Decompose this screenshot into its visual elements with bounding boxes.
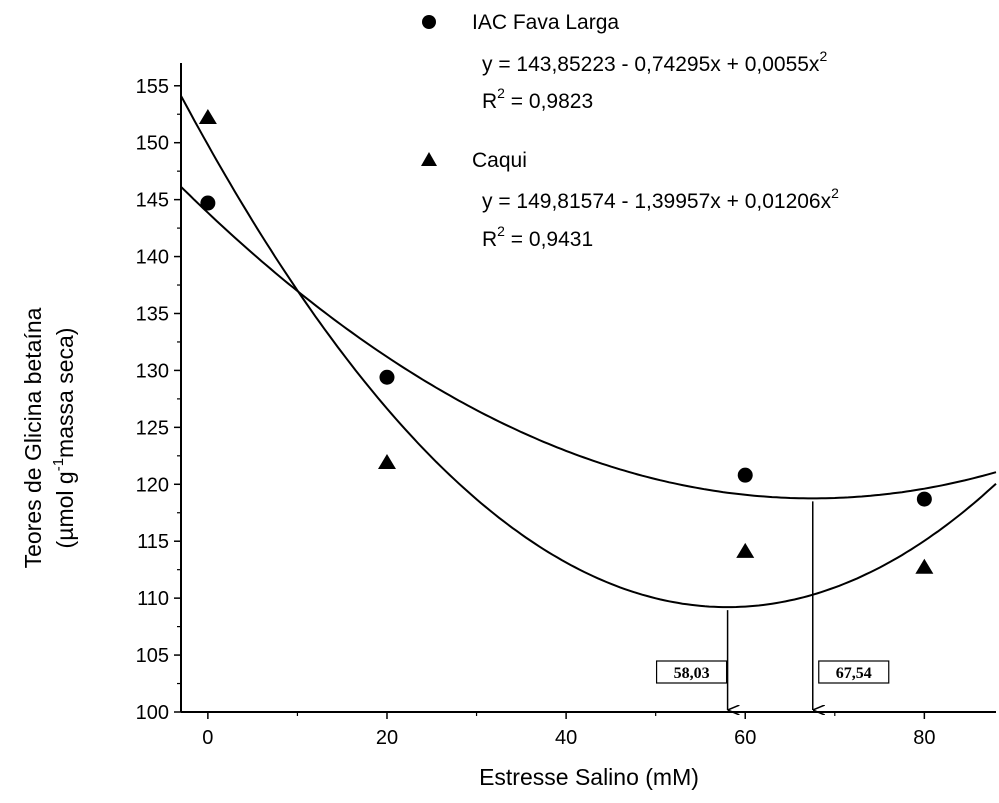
annotation-box xyxy=(818,660,890,684)
axes xyxy=(180,63,996,713)
legend-marker-circle xyxy=(422,15,436,29)
fit-curve-series-1 xyxy=(180,186,997,500)
legend-label-series-1: IAC Fava Larga xyxy=(472,11,619,34)
data-point-series-2 xyxy=(198,109,217,125)
x-tick-label: 40 xyxy=(555,727,577,749)
y-tick-label: 105 xyxy=(136,645,169,667)
y-axis-title: Teores de Glicina betaína (µmol g-1massa… xyxy=(20,307,78,568)
y-tick-label: 140 xyxy=(136,247,169,269)
x-tick-label: 60 xyxy=(734,727,756,749)
x-tick-label: 0 xyxy=(202,727,213,749)
legend-label-series-2: Caqui xyxy=(472,149,527,172)
equation-series-2: y = 149,81574 - 1,39957x + 0,01206x2 xyxy=(482,185,839,213)
y-tick-label: 150 xyxy=(136,133,169,155)
equation-series-1: y = 143,85223 - 0,74295x + 0,0055x2 xyxy=(482,48,827,76)
y-tick-label: 125 xyxy=(136,417,169,439)
data-point-series-1 xyxy=(200,195,216,211)
legend: IAC Fava Larga y = 143,85223 - 0,74295x … xyxy=(421,11,839,251)
y-tick-label: 115 xyxy=(137,531,169,553)
y-tick-label: 110 xyxy=(137,588,169,610)
data-point-series-2 xyxy=(377,454,396,470)
data-point-series-1 xyxy=(737,467,753,483)
annotation-label: 67,54 xyxy=(836,665,872,682)
y-axis-title-line-1: Teores de Glicina betaína xyxy=(20,307,46,568)
y-tick-label: 145 xyxy=(136,190,169,212)
y-tick-label: 155 xyxy=(136,76,169,98)
y-tick-label: 130 xyxy=(136,360,169,382)
y-axis-title-line-2: (µmol g-1massa seca) xyxy=(50,328,78,549)
r2-series-2: R2 = 0,9431 xyxy=(482,223,593,251)
fit-curves xyxy=(180,95,997,609)
legend-marker-triangle xyxy=(421,152,437,166)
data-point-series-1 xyxy=(379,369,395,385)
annotation-box xyxy=(655,660,728,684)
r2-series-1: R2 = 0,9823 xyxy=(482,85,593,113)
data-points xyxy=(198,109,934,574)
data-point-series-2 xyxy=(915,558,934,574)
data-point-series-2 xyxy=(736,542,755,558)
y-tick-label: 100 xyxy=(136,702,169,724)
ticks: 0 20 40 60 80 100 105 110 115 120 125 130 135 140 145 1… xyxy=(136,76,936,749)
annotation-label: 58,03 xyxy=(674,665,710,682)
y-tick-label: 120 xyxy=(136,474,169,496)
annotations: 58,03 67,54 xyxy=(655,501,890,710)
x-axis-title: Estresse Salino (mM) xyxy=(479,764,699,790)
data-point-series-1 xyxy=(916,491,932,507)
x-tick-label: 80 xyxy=(913,727,935,749)
y-tick-label: 135 xyxy=(136,303,169,325)
fit-curve-series-2 xyxy=(180,95,997,609)
x-tick-label: 20 xyxy=(376,727,398,749)
